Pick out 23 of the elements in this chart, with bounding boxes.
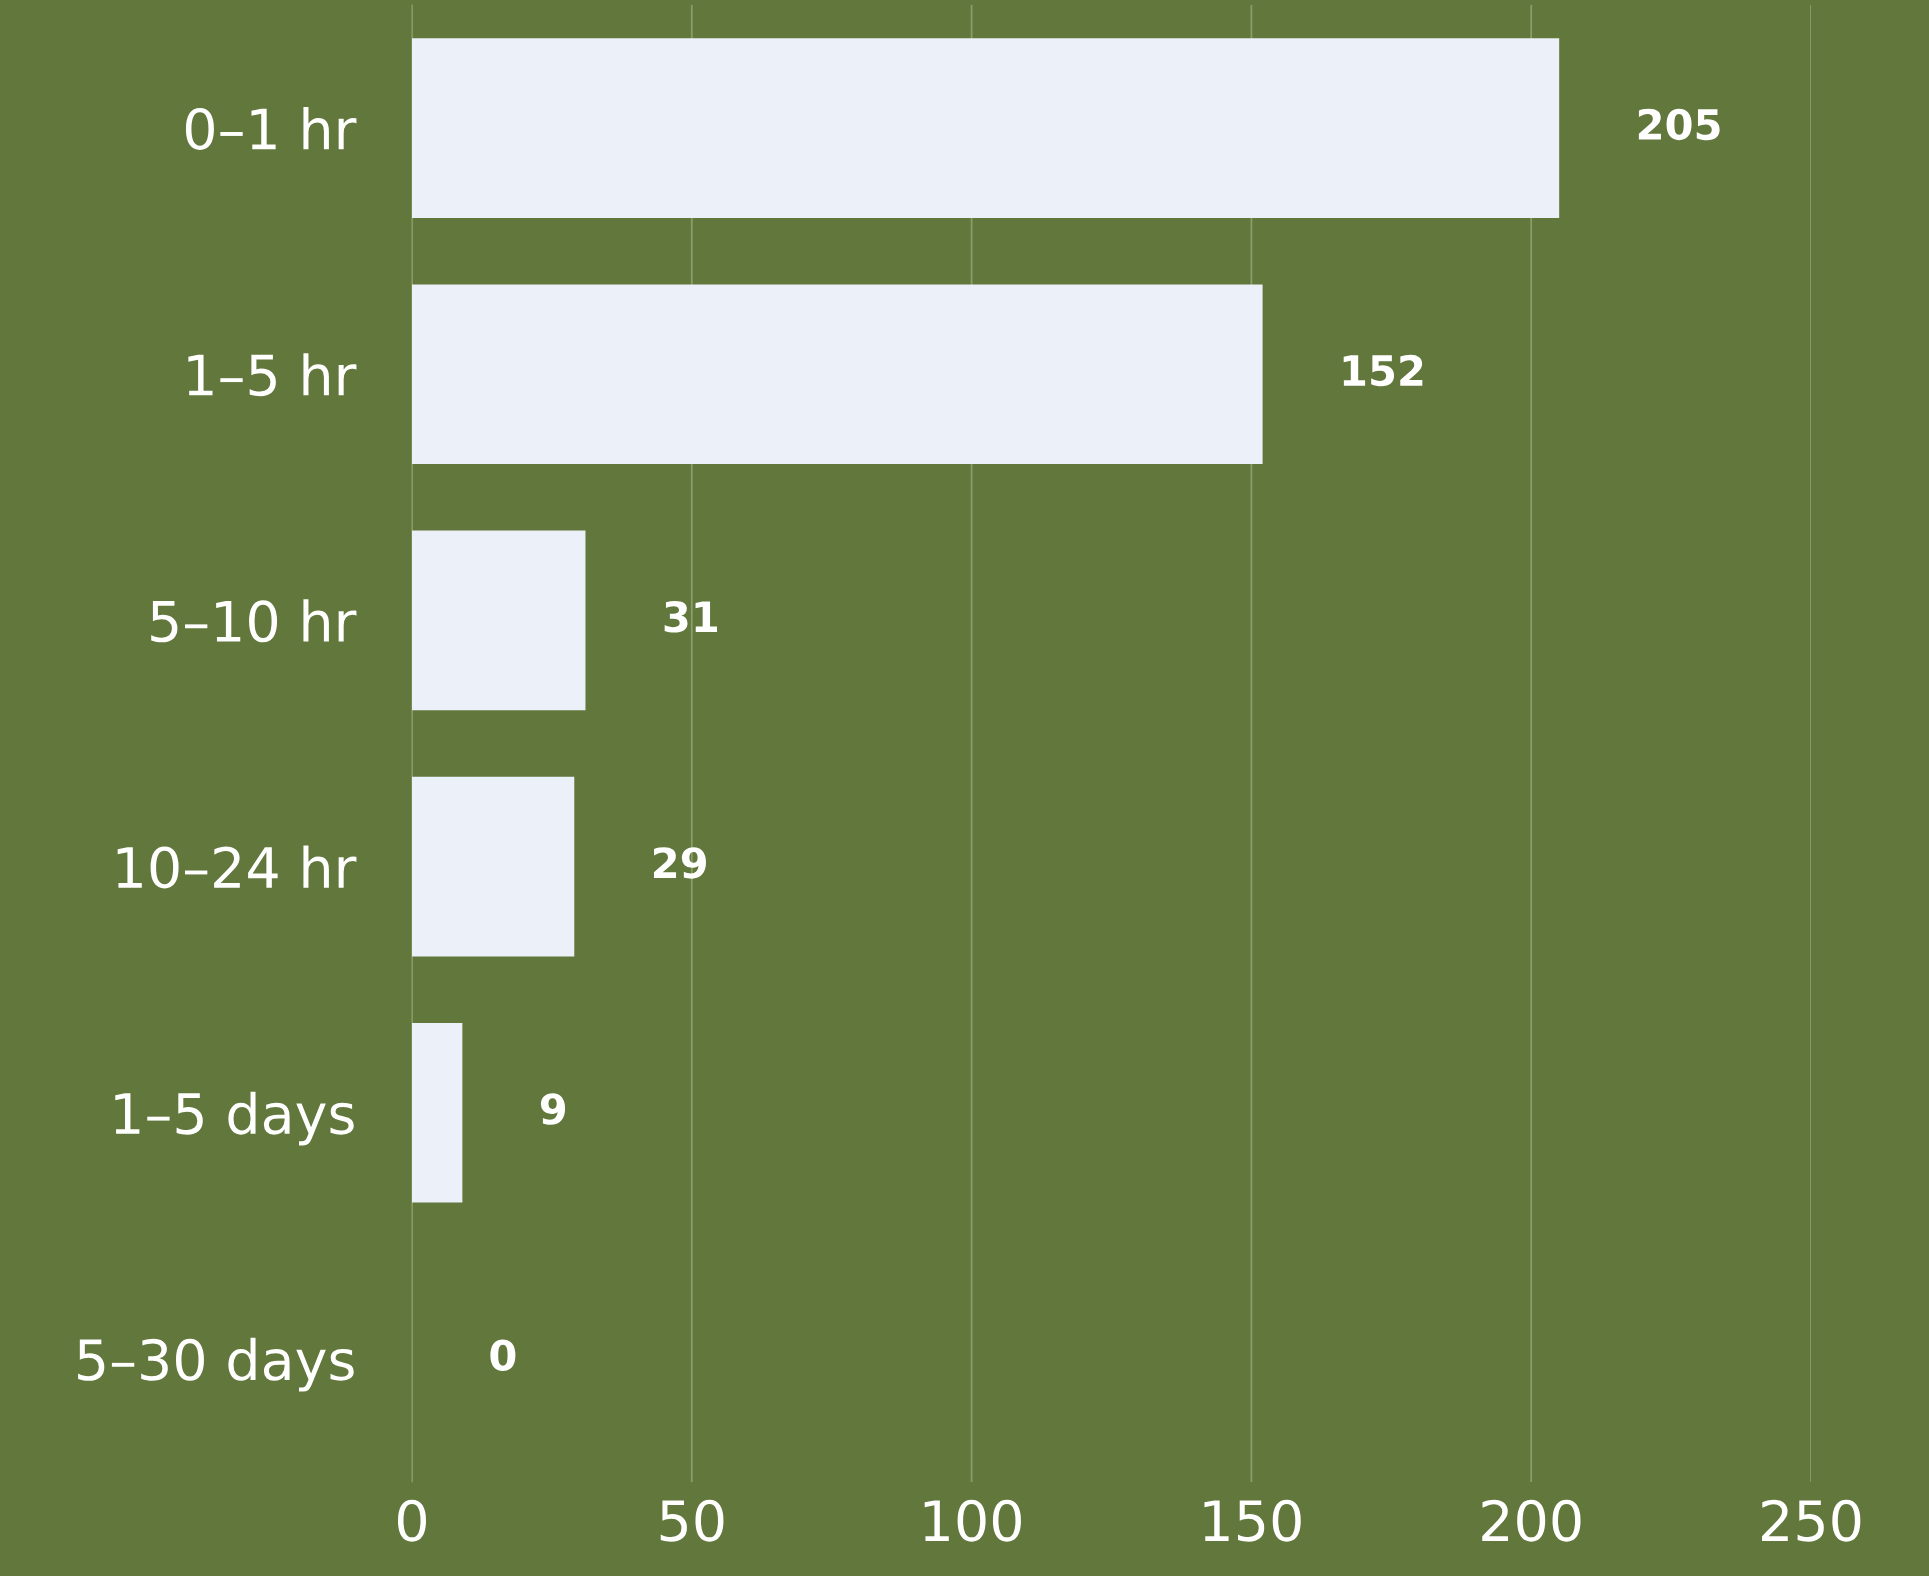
bar [412,1022,463,1203]
bar [412,530,586,711]
data-label: 152 [1343,354,1423,387]
x-tick-label: 50 [660,1499,724,1542]
x-tick-label: 200 [1482,1499,1581,1542]
x-tick-label: 250 [1762,1499,1861,1542]
y-tick-label: 5–10 hr [151,599,357,643]
y-tick-label: 1–5 days [115,1091,354,1146]
y-tick-label: 10–24 hr [117,845,357,889]
data-label: 205 [1638,108,1720,141]
x-tick-label: 100 [924,1499,1021,1542]
y-tick-label: 1–5 hr [188,353,357,397]
data-label: 31 [664,600,717,633]
y-tick-label: 5–30 days [78,1337,354,1392]
x-tick-label: 0 [397,1499,426,1542]
bar [412,284,1263,465]
bar [412,38,1560,218]
bar [412,776,575,957]
data-label: 9 [540,1093,566,1125]
data-label: 0 [490,1339,516,1372]
y-tick-label: 0–1 hr [185,106,357,150]
x-tick-label: 150 [1204,1499,1301,1542]
data-label: 29 [653,847,706,879]
